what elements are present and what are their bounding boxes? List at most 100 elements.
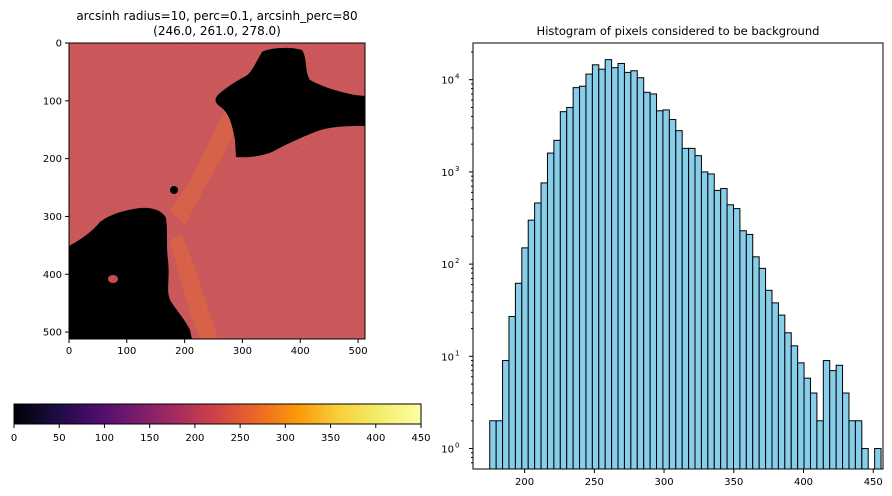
histogram-bar: [668, 119, 677, 470]
image-x-tick-label: 100: [117, 346, 136, 357]
histogram-bar: [790, 345, 799, 470]
histogram-bar: [656, 110, 664, 470]
histogram-bar: [713, 189, 722, 470]
histogram-bar: [540, 182, 548, 470]
histogram-bar: [829, 370, 837, 470]
histogram-bar: [617, 62, 625, 470]
colorbar-tick-label: 50: [53, 433, 66, 444]
colorbar-tick-label: 450: [411, 433, 430, 444]
histogram-bar: [534, 202, 542, 470]
histogram-bar: [720, 188, 728, 470]
colorbar-tick-label: 200: [185, 433, 204, 444]
histogram-bar: [643, 91, 651, 470]
histogram-bar: [803, 377, 811, 470]
histogram-bar: [758, 267, 767, 470]
histogram-bar: [675, 130, 683, 470]
histogram-bar: [559, 111, 568, 470]
histogram-y-tick-label: 10: [441, 352, 454, 363]
mask-region-upper: [215, 47, 365, 158]
histogram-bars: [489, 59, 882, 470]
histogram-bar: [765, 289, 773, 470]
histogram-bar: [816, 420, 824, 470]
image-x-tick-label: 0: [66, 346, 72, 357]
image-title-line1: arcsinh radius=10, perc=0.1, arcsinh_per…: [76, 9, 357, 23]
histogram-bar: [495, 420, 504, 470]
histogram-bar: [777, 314, 786, 470]
image-y-axis: 0 100 200 300 400 500: [43, 39, 69, 339]
image-y-tick-label: 500: [43, 328, 62, 339]
histogram-bar: [489, 420, 497, 470]
histogram-bar: [861, 448, 869, 470]
histogram-y-tick-label: 10: [441, 260, 454, 271]
histogram-y-tick-exponent: 1: [455, 349, 459, 357]
histogram-bar: [598, 68, 606, 470]
colorbar-axis: 0 50 100 150 200 250 300 350 400 450: [11, 424, 431, 444]
histogram-bar: [514, 282, 523, 470]
histogram-title: Histogram of pixels considered to be bac…: [537, 24, 820, 38]
mask-blob: [170, 186, 178, 194]
histogram-bar: [707, 173, 715, 470]
histogram-frame: [472, 42, 884, 470]
histogram-bar: [842, 392, 850, 470]
image-y-tick-label: 0: [56, 39, 62, 50]
image-x-axis: 0 100 200 300 400 500: [66, 339, 368, 357]
histogram-bar: [784, 332, 792, 470]
histogram-bar: [726, 204, 735, 470]
histogram-bar: [579, 85, 587, 470]
histogram-bar: [874, 448, 882, 470]
histogram-x-tick-label: 200: [515, 477, 534, 488]
histogram-bar: [809, 392, 818, 470]
histogram-bar: [797, 362, 805, 470]
histogram-bar: [771, 302, 779, 470]
histogram-bar: [553, 139, 561, 470]
colorbar-tick-label: 150: [140, 433, 159, 444]
image-title-line2: (246.0, 261.0, 278.0): [153, 24, 281, 38]
histogram-bar: [835, 364, 844, 470]
image-x-tick-label: 300: [233, 346, 252, 357]
mask-region-lower: [69, 207, 192, 339]
histogram-bar: [508, 316, 516, 470]
bright-edge-lower: [170, 235, 218, 339]
histogram-bar: [604, 59, 613, 470]
histogram-bar: [527, 219, 536, 470]
histogram-bar: [521, 247, 529, 470]
colorbar-tick-label: 400: [366, 433, 385, 444]
histogram-bar: [822, 360, 831, 470]
image-plot: [69, 43, 365, 339]
histogram-bar: [630, 70, 638, 470]
colorbar-tick-label: 250: [231, 433, 250, 444]
colorbar: [13, 403, 422, 425]
histogram-bar: [854, 420, 863, 470]
image-y-tick-label: 100: [43, 96, 62, 107]
image-y-tick-label: 400: [43, 270, 62, 281]
histogram-x-tick-label: 350: [724, 477, 743, 488]
image-frame: [68, 42, 366, 340]
histogram-bar: [611, 67, 619, 470]
colorbar-tick-label: 350: [321, 433, 340, 444]
colorbar-tick-label: 100: [95, 433, 114, 444]
histogram-bar: [752, 256, 760, 470]
histogram-bar: [572, 87, 581, 470]
histogram-bar: [688, 147, 696, 470]
image-y-tick-label: 200: [43, 154, 62, 165]
image-x-tick-label: 400: [291, 346, 310, 357]
image-y-tick-label: 300: [43, 212, 62, 223]
histogram-y-tick-label: 10: [441, 76, 454, 87]
histogram-y-tick-exponent: 4: [455, 73, 460, 81]
histogram-y-tick-exponent: 3: [455, 165, 459, 173]
histogram-bar: [566, 106, 574, 470]
histogram-y-tick-exponent: 0: [455, 442, 459, 450]
image-x-tick-label: 500: [349, 346, 368, 357]
histogram-y-tick-label: 10: [441, 445, 454, 456]
histogram-bar: [848, 420, 856, 470]
histogram-bar: [694, 155, 702, 470]
histogram-bar: [745, 233, 754, 470]
histogram-x-tick-label: 250: [585, 477, 604, 488]
histogram-x-axis: 200 250 300 350 400 450: [515, 469, 883, 488]
image-x-tick-label: 200: [175, 346, 194, 357]
histogram-x-tick-label: 400: [794, 477, 813, 488]
colorbar-tick-label: 300: [276, 433, 295, 444]
histogram-bar: [649, 93, 658, 470]
